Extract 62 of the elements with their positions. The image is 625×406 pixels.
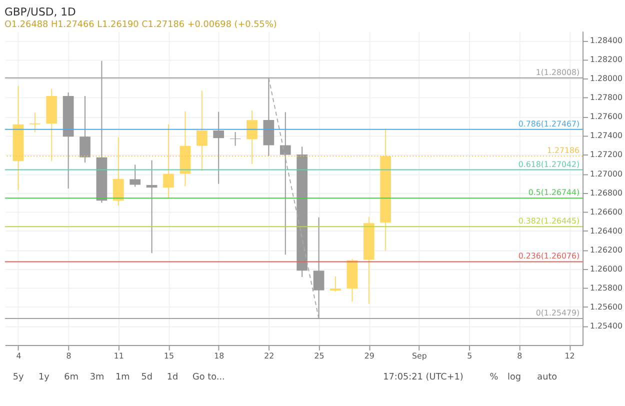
y-tick-label: 1.25800 — [590, 283, 623, 292]
candlestick — [163, 124, 174, 198]
text: 1y — [38, 372, 50, 383]
y-tick-label: 1.25600 — [590, 302, 623, 312]
y-tick-label: 1.26600 — [590, 207, 623, 216]
x-tick-label: 11 — [114, 351, 124, 360]
ref-line-label: 0.786(1.27467) — [518, 119, 580, 128]
y-tick-label: 1.27600 — [590, 112, 623, 122]
text: 3m — [90, 372, 104, 383]
y-tick-label: 1.28000 — [590, 74, 623, 84]
candlestick — [112, 136, 124, 206]
candlestick — [330, 276, 341, 292]
candlestick — [29, 112, 40, 133]
text: 1m — [116, 372, 130, 383]
y-tick-label: 1.27200 — [590, 150, 623, 160]
x-tick-label: 8 — [517, 351, 522, 360]
y-tick-label: 1.27000 — [590, 169, 623, 178]
candlestick — [230, 132, 241, 146]
candlestick — [246, 110, 258, 164]
y-tick-label: 1.27800 — [590, 93, 623, 102]
candlestick — [146, 160, 158, 254]
x-tick-label: Sep — [412, 351, 427, 360]
text: 17:05:21 (UTC+1) — [383, 372, 464, 383]
candlestick — [213, 111, 224, 184]
y-tick-label: 1.26400 — [590, 226, 623, 236]
ref-line-label: 0.5(1.26744) — [528, 188, 580, 198]
text: 6m — [64, 372, 78, 383]
text: 1d — [166, 372, 178, 383]
ref-line-label: 1(1.28008) — [536, 68, 580, 77]
candlestick — [130, 164, 141, 188]
y-tick-label: 1.28400 — [590, 36, 623, 46]
ref-line-label: 1.27186 — [547, 146, 580, 156]
chart-title: GBP/USD, 1D — [4, 5, 76, 18]
text: auto — [537, 372, 558, 383]
text: % — [490, 372, 498, 383]
x-tick-label: 22 — [264, 351, 274, 360]
ref-line-label: 0.618(1.27042) — [518, 160, 580, 169]
x-tick-label: 29 — [364, 351, 374, 360]
x-tick-label: 8 — [66, 351, 72, 360]
y-tick-label: 1.25400 — [590, 321, 623, 330]
x-tick-label: 25 — [314, 351, 324, 360]
x-tick-label: 15 — [164, 351, 174, 360]
y-tick-label: 1.26200 — [590, 245, 623, 254]
text: 5d — [141, 372, 152, 383]
x-tick-label: 12 — [564, 351, 575, 360]
candlestick — [80, 95, 90, 164]
x-tick-label: 5 — [467, 351, 472, 360]
chart-subtitle: O1.26488 H1.27466 L1.26190 C1.27186 +0.00698 (+0.55%) — [4, 20, 277, 30]
x-tick-label: 18 — [214, 351, 224, 360]
y-tick-label: 1.28200 — [590, 55, 623, 64]
ref-line-label: 0.382(1.26445) — [518, 216, 580, 226]
text: log — [508, 372, 522, 383]
ref-line-label: 0.236(1.26076) — [518, 252, 580, 261]
candlestick — [196, 90, 208, 172]
text: 5y — [12, 372, 24, 383]
x-tick-label: 4 — [16, 351, 22, 360]
ref-line-label: 0(1.25479) — [536, 308, 580, 318]
y-tick-label: 1.26000 — [590, 264, 623, 274]
y-tick-label: 1.26800 — [590, 188, 623, 198]
candlestick — [280, 112, 291, 256]
text: Go to... — [192, 372, 225, 383]
y-tick-label: 1.27400 — [590, 131, 623, 140]
